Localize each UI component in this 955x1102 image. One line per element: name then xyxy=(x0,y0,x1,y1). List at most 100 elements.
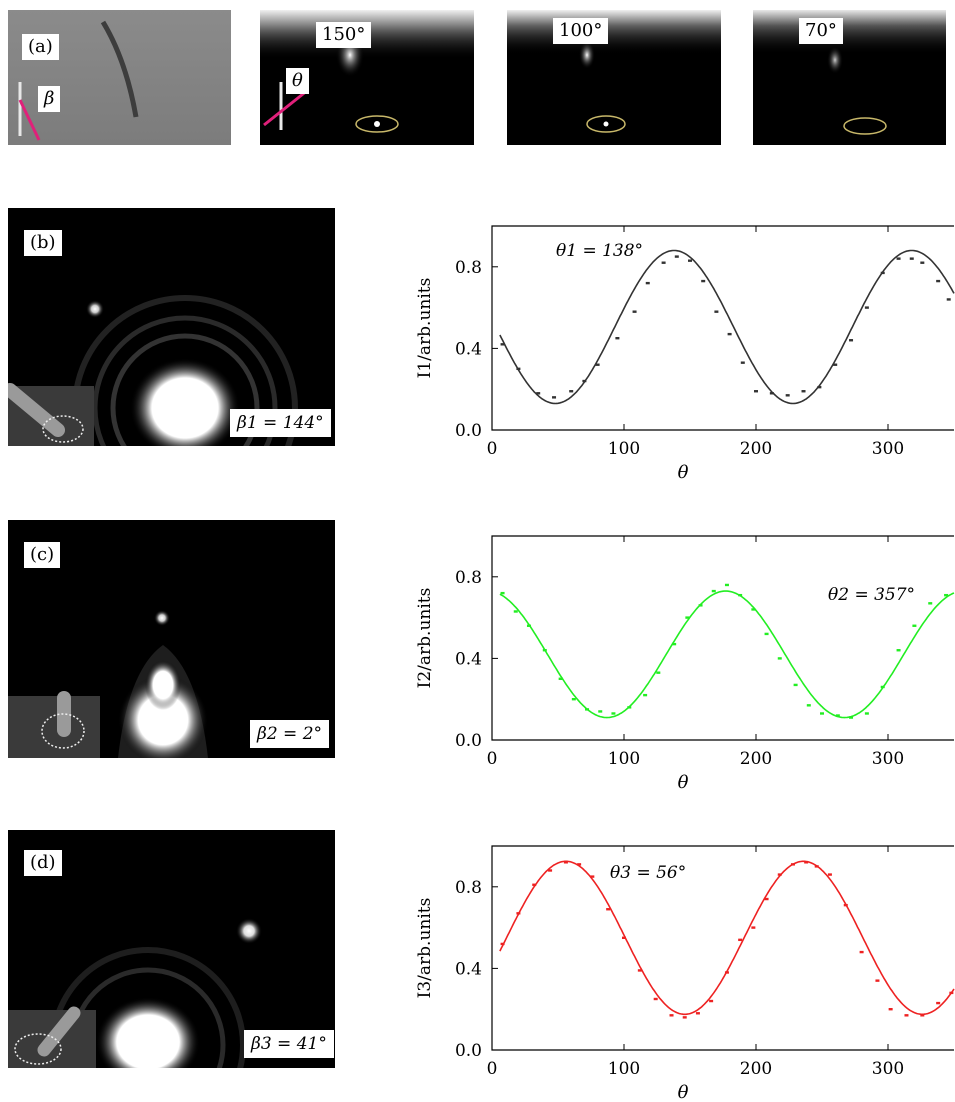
data-point xyxy=(896,649,901,652)
data-point xyxy=(711,589,716,593)
data-point xyxy=(643,693,648,697)
data-point xyxy=(724,971,729,974)
plot-frame xyxy=(491,535,954,741)
fit-curve xyxy=(499,590,955,719)
data-point xyxy=(875,979,880,982)
y-tick-label: 0.0 xyxy=(455,1041,482,1061)
data-point xyxy=(622,936,626,939)
panel-b-image: (b) β1 = 144° xyxy=(8,208,335,446)
fit-curve xyxy=(499,249,955,405)
y-tick-label: 0.4 xyxy=(455,339,482,359)
data-point xyxy=(632,310,637,313)
y-axis-label: I2/arb.units xyxy=(415,588,435,689)
data-point xyxy=(526,624,531,627)
data-point xyxy=(949,991,954,995)
data-point xyxy=(563,861,568,864)
data-point xyxy=(661,261,666,264)
panel-d-beta: β3 = 41° xyxy=(244,1030,334,1058)
data-point xyxy=(682,1016,687,1019)
panel-a-fiber-image: (a) β xyxy=(8,10,231,145)
data-point xyxy=(880,685,885,689)
theta-symbol: θ xyxy=(286,68,309,94)
chart-annotation: θ3 = 56° xyxy=(610,863,686,883)
panel-a-frame-1: 150° θ xyxy=(260,10,474,145)
frame-2-angle: 100° xyxy=(553,18,609,44)
data-point xyxy=(849,716,854,719)
x-tick-label: 100 xyxy=(608,439,640,459)
data-point xyxy=(920,1014,925,1017)
beta-symbol: β xyxy=(38,86,61,112)
data-point xyxy=(864,712,869,715)
data-point xyxy=(827,873,832,876)
data-point xyxy=(571,698,576,701)
data-point xyxy=(790,863,795,866)
x-tick-label: 0 xyxy=(487,439,498,459)
data-point xyxy=(806,704,811,707)
fit-curve xyxy=(499,860,955,1016)
chart-intensity-3: 0 100 200 300 0.0 0.4 0.8 θ I3/arb.units θ3 = 56° xyxy=(415,845,955,1102)
data-point xyxy=(500,343,505,346)
data-point xyxy=(500,591,505,595)
data-point xyxy=(542,649,547,652)
panel-b-label: (b) xyxy=(24,230,62,256)
data-point xyxy=(936,1001,941,1005)
data-point xyxy=(500,942,505,946)
chart-intensity-1: 0 100 200 300 0.0 0.4 0.8 θ I1/arb.units θ1 = 138… xyxy=(415,225,955,483)
data-point xyxy=(888,1008,893,1011)
panel-c-beta: β2 = 2° xyxy=(250,720,330,748)
data-point xyxy=(669,1014,674,1017)
data-point xyxy=(820,712,824,715)
data-point xyxy=(590,875,595,878)
y-tick-label: 0.0 xyxy=(455,731,482,751)
panel-a-frame-2: 100° xyxy=(507,10,721,145)
x-axis-label: θ xyxy=(678,772,689,793)
panel-a-label: (a) xyxy=(22,34,59,60)
plot-frame xyxy=(491,225,954,431)
y-tick-label: 0.4 xyxy=(455,959,482,979)
x-tick-label: 0 xyxy=(487,1059,498,1079)
data-point xyxy=(740,361,745,364)
data-point xyxy=(738,593,743,597)
panel-a-frame-3: 70° xyxy=(753,10,946,145)
data-point xyxy=(688,259,692,262)
x-tick-label: 200 xyxy=(740,749,772,769)
data-point xyxy=(896,257,901,260)
data-point xyxy=(653,997,658,1001)
data-point xyxy=(582,379,587,383)
data-point xyxy=(777,657,782,660)
data-point xyxy=(843,903,848,907)
x-tick-label: 300 xyxy=(872,1059,904,1079)
data-point xyxy=(513,610,518,613)
plot-frame xyxy=(491,845,954,1051)
data-point xyxy=(516,367,521,370)
y-tick-label: 0.4 xyxy=(455,649,482,669)
data-point xyxy=(724,583,729,587)
panel-d-label: (d) xyxy=(24,850,62,876)
data-point xyxy=(548,869,553,872)
x-axis-label: θ xyxy=(678,1082,689,1102)
data-point xyxy=(864,306,869,309)
data-point xyxy=(833,363,838,366)
data-point xyxy=(751,926,756,929)
fiber-drawing xyxy=(18,20,139,141)
data-point xyxy=(598,710,603,713)
data-point xyxy=(912,624,917,627)
data-point xyxy=(936,279,941,283)
x-axis-label: θ xyxy=(678,462,689,483)
y-axis-label: I3/arb.units xyxy=(415,898,435,999)
data-point xyxy=(777,873,782,876)
panel-c-label: (c) xyxy=(24,542,61,568)
data-point xyxy=(656,671,661,674)
chart-annotation: θ1 = 138° xyxy=(556,241,643,261)
x-tick-label: 200 xyxy=(740,439,772,459)
chart-intensity-2: 0 100 200 300 0.0 0.4 0.8 θ I2/arb.units θ2 = 357… xyxy=(415,535,955,793)
frame-1-angle: 150° xyxy=(316,22,372,48)
data-point xyxy=(552,396,557,399)
data-point xyxy=(764,632,769,636)
scattering-image-drawing xyxy=(8,610,208,758)
data-point xyxy=(946,298,951,301)
data-point xyxy=(804,861,809,864)
y-tick-label: 0.8 xyxy=(455,258,482,278)
data-point xyxy=(801,390,806,393)
data-point xyxy=(904,1014,909,1017)
